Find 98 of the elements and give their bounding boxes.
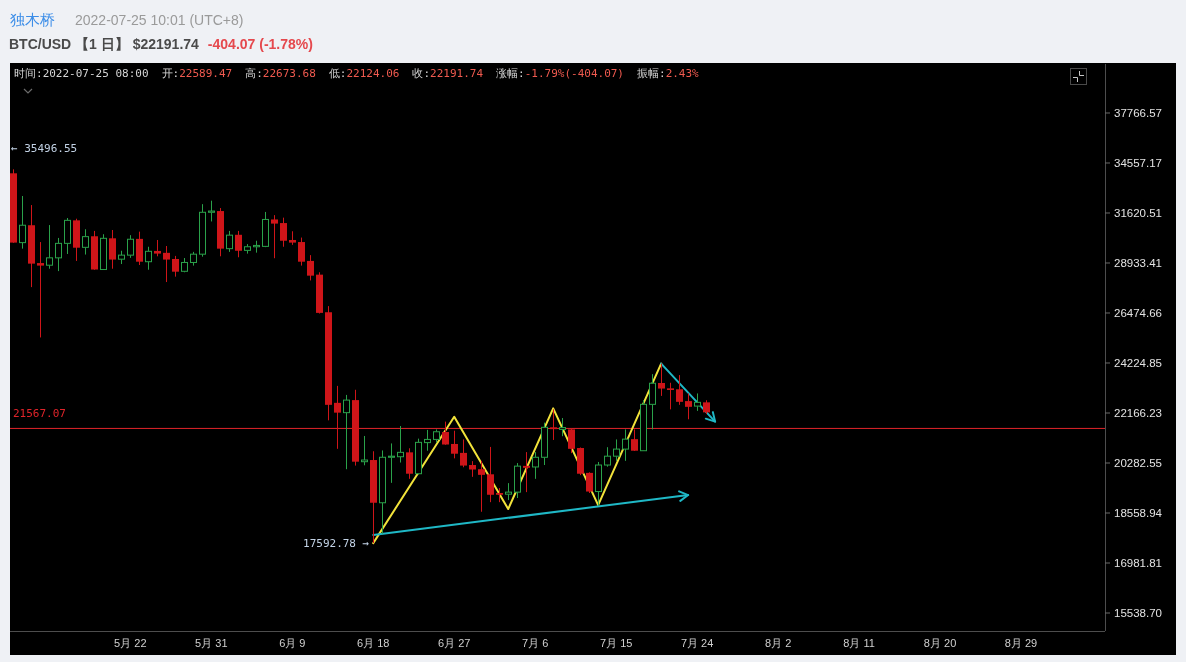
x-tick-label: 6月 18 [357, 637, 390, 649]
y-tick-label: 18558.94 [1114, 507, 1163, 519]
candlestick [64, 217, 71, 255]
annotation: -1.79%(-404.07) [524, 67, 624, 80]
y-tick-label: 31620.51 [1114, 206, 1162, 219]
candlestick [199, 203, 206, 258]
candlestick [694, 392, 701, 412]
x-tick-label: 5月 31 [195, 637, 228, 649]
candlestick [424, 429, 431, 452]
candlestick [208, 200, 215, 222]
y-tick-label: 22166.23 [1114, 407, 1162, 419]
candlestick [586, 471, 593, 494]
candlestick [568, 428, 575, 454]
candlestick [388, 442, 395, 484]
candlestick [145, 246, 152, 271]
candlestick [523, 451, 530, 493]
x-tick-label: 8月 29 [1004, 637, 1038, 649]
candlestick [280, 217, 287, 248]
annotation: 22124.06 [346, 67, 400, 80]
y-tick-label: 20282.55 [1114, 457, 1162, 469]
y-tick-label: 26474.66 [1114, 307, 1162, 319]
chart-title: BTC/USD 【1 日】 $22191.74 [9, 36, 200, 52]
candlestick [550, 408, 557, 441]
annotation: 低: [328, 67, 347, 80]
y-tick-label: 16981.81 [1114, 557, 1162, 570]
candlestick [397, 425, 404, 464]
y-tick-label: 37766.57 [1114, 106, 1162, 119]
candlestick [136, 231, 143, 266]
x-tick-label: 7月 15 [599, 637, 633, 649]
candlestick [46, 224, 53, 270]
candlestick [343, 394, 350, 470]
chart-subtitle: -404.07 (-1.78%) [207, 36, 313, 52]
y-tick-label: 28933.41 [1114, 257, 1162, 269]
candlestick [307, 254, 314, 281]
candlestick [235, 230, 242, 258]
x-tick-label: 8月 11 [843, 637, 875, 649]
candlestick [685, 392, 692, 420]
x-tick-label: 6月 9 [279, 637, 306, 649]
annotation: ← 35496.55 [11, 142, 78, 155]
candlestick [109, 229, 116, 270]
y-tick-label: 15538.70 [1114, 607, 1162, 620]
candlestick [559, 417, 566, 437]
candlestick [163, 245, 170, 283]
annotation: 开: [161, 67, 180, 80]
candlestick [37, 241, 44, 338]
candlestick [460, 438, 467, 468]
x-tick-label: 7月 6 [522, 637, 549, 649]
x-tick-label: 8月 2 [764, 637, 792, 649]
candlestick [379, 449, 386, 535]
annotation: 振幅: [637, 67, 666, 80]
candlestick [676, 374, 683, 406]
candlestick [172, 255, 179, 278]
annotation: 涨幅: [496, 67, 525, 80]
x-tick-label: 6月 27 [438, 637, 471, 649]
annotation: 17592.78 → [303, 537, 370, 551]
annotation: 22673.68 [262, 67, 316, 80]
annotation: 2.43% [665, 67, 700, 80]
candlestick [100, 233, 107, 271]
candlestick [541, 422, 548, 466]
candlestick [631, 428, 638, 452]
candlestick [361, 435, 368, 466]
y-tick-label: 24224.85 [1114, 357, 1162, 369]
text: 2022-07-25 10:01 (UTC+8) [75, 12, 244, 28]
candlestick [532, 451, 539, 480]
candlestick [406, 447, 413, 480]
ref-line-label: 21567.07 [13, 407, 66, 421]
candlestick [478, 460, 485, 513]
candlestick [442, 421, 449, 446]
candlestick [190, 251, 197, 267]
candlestick [658, 363, 665, 397]
candlestick [19, 195, 26, 250]
candlestick [55, 237, 62, 272]
candlestick [649, 373, 656, 430]
annotation: 高: [245, 67, 263, 80]
x-tick-label: 5月 22 [114, 637, 147, 649]
candlestick [271, 214, 278, 259]
candlestick [604, 446, 611, 468]
candlestick [226, 230, 233, 253]
candlestick [334, 385, 341, 450]
annotation: 2022-07-25 08:00 [42, 67, 149, 80]
annotation: 22191.74 [430, 67, 484, 80]
text: 独木桥 [10, 11, 55, 28]
annotation: 时间: [14, 67, 43, 80]
annotation: 22589.47 [179, 67, 233, 80]
candlestick [82, 228, 89, 256]
candlestick [667, 382, 674, 410]
x-tick-label: 7月 24 [680, 637, 714, 649]
candlestick [298, 237, 305, 267]
candlestick [613, 438, 620, 462]
line-series [372, 362, 663, 545]
candlestick [253, 240, 260, 254]
y-tick-label: 34557.17 [1114, 156, 1162, 169]
candlestick [451, 430, 458, 459]
candlestick [487, 446, 494, 503]
candlestick [595, 461, 602, 507]
candlestick [622, 428, 629, 462]
annotation: 收: [412, 67, 431, 80]
x-tick-label: 8月 20 [923, 637, 957, 649]
